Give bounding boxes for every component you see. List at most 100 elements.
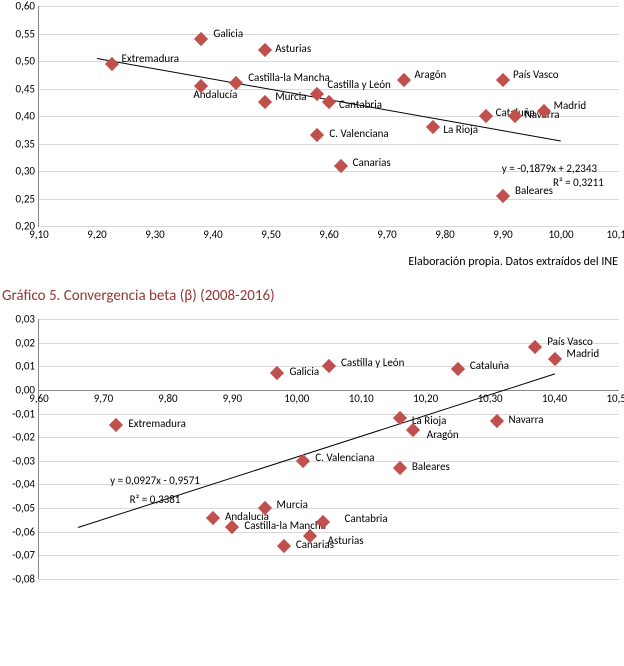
ytick-label: 0,45 — [16, 82, 39, 95]
ytick-label: -0,08 — [12, 573, 39, 586]
data-point-label: Galicia — [213, 27, 243, 40]
data-point-label: Galicia — [289, 365, 319, 378]
ytick-label: 0,03 — [16, 313, 39, 326]
ytick-label: 0,55 — [16, 27, 39, 40]
data-point-label: Extremadura — [122, 52, 180, 65]
xtick-label: 10,50 — [606, 390, 624, 405]
gridline-h — [39, 508, 619, 509]
data-point-label: Baleares — [515, 184, 553, 197]
gridline-h — [39, 199, 619, 200]
xtick-label: 9,60 — [29, 390, 48, 405]
data-point-label: Madrid — [554, 99, 587, 112]
xtick-label: 10,00 — [548, 226, 573, 241]
ytick-label: 0,30 — [16, 165, 39, 178]
data-point-label: Canarias — [353, 156, 391, 169]
xtick-label: 10,10 — [349, 390, 374, 405]
ytick-label: -0,03 — [12, 454, 39, 467]
regression-equation: y = 0,0927x - 0,9571 — [110, 474, 200, 487]
ytick-label: 0,25 — [16, 192, 39, 205]
chart-1-plot: 0,200,250,300,350,400,450,500,550,609,10… — [38, 6, 619, 227]
attribution: Elaboración propia. Datos extraídos del … — [0, 245, 624, 283]
data-point — [393, 461, 407, 475]
r-squared: R² = 0,3211 — [553, 176, 604, 189]
data-point — [547, 352, 561, 366]
chart-1: 0,200,250,300,350,400,450,500,550,609,10… — [4, 6, 624, 227]
gridline-h — [39, 579, 619, 580]
data-point — [258, 43, 272, 57]
data-point-label: Castilla-la Mancha — [248, 71, 330, 84]
data-point-label: Baleares — [412, 460, 450, 473]
data-point-label: Asturias — [328, 534, 364, 547]
ytick-label: -0,06 — [12, 525, 39, 538]
data-point-label: C. Valenciana — [315, 451, 374, 464]
ytick-label: 0,02 — [16, 336, 39, 349]
gridline-h — [39, 532, 619, 533]
ytick-label: -0,05 — [12, 502, 39, 515]
xtick-label: 9,70 — [94, 390, 113, 405]
xtick-label: 10,10 — [606, 226, 624, 241]
data-point-label: Murcia — [275, 90, 306, 103]
data-point — [206, 510, 220, 524]
data-point-label: Madrid — [567, 347, 600, 360]
xtick-label: 9,40 — [203, 226, 222, 241]
data-point-label: Andalucía — [193, 88, 237, 101]
xtick-label: 9,80 — [435, 226, 454, 241]
xtick-label: 9,70 — [377, 226, 396, 241]
ytick-label: -0,04 — [12, 478, 39, 491]
ytick-label: -0,01 — [12, 407, 39, 420]
ytick-label: 0,01 — [16, 360, 39, 373]
data-point-label: La Rioja — [412, 414, 447, 427]
chart-2: -0,08-0,07-0,06-0,05-0,04-0,03-0,02-0,01… — [4, 319, 624, 579]
xtick-label: 9,50 — [261, 226, 280, 241]
data-point-label: Cantabria — [345, 512, 388, 525]
data-point — [270, 366, 284, 380]
xtick-label: 9,60 — [319, 226, 338, 241]
xtick-label: 10,20 — [413, 390, 438, 405]
data-point — [322, 95, 336, 109]
ytick-label: 0,50 — [16, 55, 39, 68]
gridline-h — [39, 34, 619, 35]
data-point-label: País Vasco — [513, 68, 559, 81]
data-point — [451, 362, 465, 376]
regression-equation: y = -0,1879x + 2,2343 — [502, 162, 597, 175]
data-point-label: C. Valenciana — [329, 127, 388, 140]
xtick-label: 9,10 — [29, 226, 48, 241]
data-point — [496, 189, 510, 203]
data-point-label: Aragón — [414, 68, 446, 81]
data-point-label: Castilla y León — [341, 356, 404, 369]
data-point-label: La Rioja — [443, 123, 478, 136]
data-point-label: Cantabria — [339, 98, 382, 111]
data-point — [322, 359, 336, 373]
xtick-label: 9,90 — [223, 390, 242, 405]
data-point — [496, 73, 510, 87]
data-point — [489, 414, 503, 428]
data-point-label: Cataluña — [470, 359, 509, 372]
ytick-label: 0,40 — [16, 110, 39, 123]
data-point — [479, 109, 493, 123]
x-axis-line — [39, 390, 619, 391]
section-title: Gráfico 5. Convergencia beta (β) (2008-2… — [0, 283, 624, 313]
xtick-label: 10,00 — [284, 390, 309, 405]
xtick-label: 9,90 — [493, 226, 512, 241]
xtick-label: 9,20 — [87, 226, 106, 241]
ytick-label: 0,60 — [16, 0, 39, 13]
xtick-label: 10,40 — [542, 390, 567, 405]
data-point — [426, 120, 440, 134]
data-point — [310, 128, 324, 142]
ytick-label: 0,35 — [16, 137, 39, 150]
gridline-h — [39, 144, 619, 145]
data-point-label: Navarra — [509, 413, 544, 426]
data-point-label: Aragón — [427, 428, 459, 441]
gridline-h — [39, 437, 619, 438]
data-point — [109, 418, 123, 432]
gridline-h — [39, 6, 619, 7]
data-point-label: Murcia — [277, 498, 308, 511]
chart-2-plot: -0,08-0,07-0,06-0,05-0,04-0,03-0,02-0,01… — [38, 319, 619, 579]
ytick-label: -0,02 — [12, 431, 39, 444]
data-point-label: Asturias — [275, 42, 311, 55]
gridline-h — [39, 555, 619, 556]
r-squared: R² = 0,3381 — [130, 493, 181, 506]
gridline-h — [39, 319, 619, 320]
data-point-label: Extremadura — [128, 417, 186, 430]
data-point-label: Castilla y León — [327, 78, 390, 91]
